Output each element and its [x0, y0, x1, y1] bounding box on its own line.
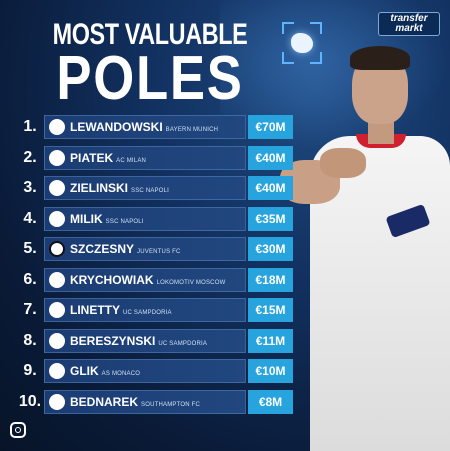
market-value: €8M — [248, 389, 293, 414]
player-name: MILIK SSC NAPOLI — [70, 208, 144, 230]
player-name: LINETTY UC SAMPDORIA — [70, 299, 172, 321]
market-value: €70M — [248, 115, 293, 139]
player-bar: PIATEK AC MILAN — [44, 145, 246, 170]
player-bar: MILIK SSC NAPOLI — [44, 206, 246, 231]
rank-number: 8. — [23, 331, 37, 349]
player-bar: BERESZYNSKI UC SAMPDORIA — [44, 328, 246, 353]
ranking-row: 10. BEDNAREK SOUTHAMPTON FC €8M — [18, 389, 293, 414]
club-name: JUVENTUS FC — [137, 249, 181, 255]
ranking-row: 7. LINETTY UC SAMPDORIA €15M — [18, 298, 293, 322]
player-name-text: SZCZESNY — [70, 242, 135, 256]
market-value: €11M — [248, 328, 293, 353]
club-name: SOUTHAMPTON FC — [141, 401, 201, 408]
club-name: SSC NAPOLI — [105, 218, 144, 225]
rank-number: 1. — [23, 118, 37, 135]
player-name: LEWANDOWSKI BAYERN MUNICH — [70, 116, 218, 138]
player-name-text: PIATEK — [70, 150, 114, 165]
ranking-row: 2. PIATEK AC MILAN €40M — [18, 145, 293, 170]
rank-number: 10. — [18, 392, 42, 410]
player-bar: LEWANDOWSKI BAYERN MUNICH — [44, 115, 246, 139]
player-name-text: ZIELINSKI — [70, 181, 129, 195]
logo-line-2: markt — [395, 23, 423, 34]
ranking-row: 1. LEWANDOWSKI BAYERN MUNICH €70M — [18, 115, 293, 139]
player-name-text: MILIK — [70, 211, 103, 226]
player-bar: LINETTY UC SAMPDORIA — [44, 298, 246, 322]
club-name: UC SAMPDORIA — [158, 340, 208, 347]
ranking-list: 1. LEWANDOWSKI BAYERN MUNICH €70M 2. PIAT… — [18, 115, 293, 420]
rank-number: 9. — [23, 362, 37, 379]
market-value: €10M — [248, 359, 293, 383]
napoli-crest-icon — [49, 210, 65, 227]
market-value: €40M — [248, 145, 293, 170]
market-value: €40M — [248, 176, 293, 200]
club-name: LOKOMOTIV MOSCOW — [156, 279, 226, 286]
juventus-crest-icon — [49, 241, 65, 257]
napoli-crest-icon — [49, 180, 65, 196]
rank-number: 7. — [23, 301, 37, 318]
club-name: UC SAMPDORIA — [123, 310, 172, 316]
bayern-crest-icon — [49, 119, 65, 135]
player-name-text: LINETTY — [70, 303, 120, 317]
ranking-row: 5. SZCZESNY JUVENTUS FC €30M — [18, 237, 293, 261]
player-bar: SZCZESNY JUVENTUS FC — [44, 237, 246, 261]
ranking-row: 6. KRYCHOWIAK LOKOMOTIV MOSCOW €18M — [18, 267, 293, 292]
sampdoria-crest-icon — [49, 332, 65, 349]
player-name: ZIELINSKI SSC NAPOLI — [70, 177, 169, 199]
player-name-text: BERESZYNSKI — [70, 333, 156, 348]
player-name: BEDNAREK SOUTHAMPTON FC — [70, 391, 200, 413]
ranking-row: 4. MILIK SSC NAPOLI €35M — [18, 206, 293, 231]
player-name-text: BEDNAREK — [70, 394, 139, 409]
player-bar: ZIELINSKI SSC NAPOLI — [44, 176, 246, 200]
club-name: BAYERN MUNICH — [165, 127, 219, 133]
title-line-1: MOST VALUABLE — [52, 18, 248, 51]
market-value: €15M — [248, 298, 293, 322]
player-hair — [350, 46, 410, 70]
southampton-crest-icon — [49, 393, 65, 410]
ranking-row: 9. GLIK AS MONACO €10M — [18, 359, 293, 383]
market-value: €18M — [248, 267, 293, 292]
rank-number: 3. — [23, 179, 37, 196]
monaco-crest-icon — [49, 363, 65, 379]
market-value: €30M — [248, 237, 293, 261]
instagram-icon[interactable] — [10, 422, 26, 438]
club-name: AS MONACO — [101, 371, 141, 377]
logo-line-1: transfer — [390, 13, 428, 24]
title-line-2: POLES — [56, 44, 244, 113]
player-name: GLIK AS MONACO — [70, 360, 140, 382]
transfermarkt-logo: transfer markt — [378, 12, 440, 36]
player-bar: GLIK AS MONACO — [44, 359, 246, 383]
poland-map-highlight — [282, 22, 322, 64]
player-name-text: LEWANDOWSKI — [70, 120, 163, 134]
rank-number: 6. — [23, 270, 37, 288]
player-hand-pointing — [320, 148, 366, 178]
milan-crest-icon — [49, 149, 65, 166]
player-name-text: KRYCHOWIAK — [70, 272, 154, 287]
ranking-row: 3. ZIELINSKI SSC NAPOLI €40M — [18, 176, 293, 200]
ranking-row: 8. BERESZYNSKI UC SAMPDORIA €11M — [18, 328, 293, 353]
club-name: AC MILAN — [116, 157, 147, 164]
player-name: SZCZESNY JUVENTUS FC — [70, 238, 181, 260]
player-name-text: GLIK — [70, 364, 99, 378]
player-bar: KRYCHOWIAK LOKOMOTIV MOSCOW — [44, 267, 246, 292]
market-value: €35M — [248, 206, 293, 231]
player-name: KRYCHOWIAK LOKOMOTIV MOSCOW — [70, 269, 225, 291]
rank-number: 5. — [23, 240, 37, 257]
rank-number: 4. — [23, 209, 37, 227]
player-name: PIATEK AC MILAN — [70, 147, 146, 169]
rank-number: 2. — [23, 148, 37, 166]
player-bar: BEDNAREK SOUTHAMPTON FC — [44, 389, 246, 414]
poland-shape-icon — [291, 33, 313, 53]
club-name: SSC NAPOLI — [131, 188, 170, 194]
lokomotiv-crest-icon — [49, 271, 65, 288]
sampdoria-crest-icon — [49, 302, 65, 318]
player-name: BERESZYNSKI UC SAMPDORIA — [70, 330, 207, 352]
